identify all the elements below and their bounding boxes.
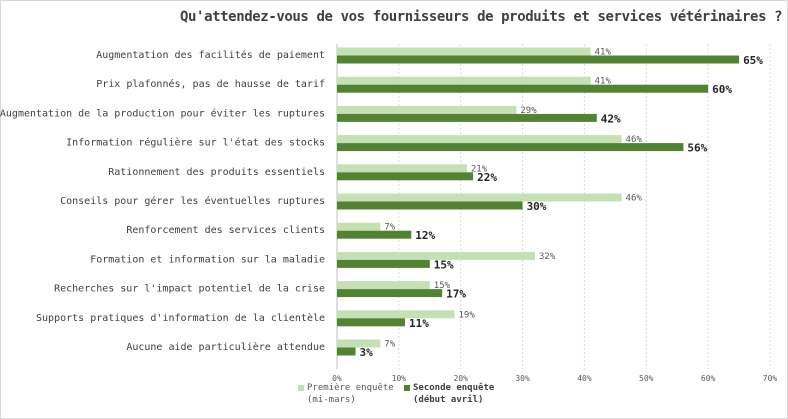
bar-second-survey (337, 113, 597, 122)
category-label: Renforcement des services clients (126, 225, 325, 236)
legend: Première enquête (mi-mars) Seconde enquê… (298, 382, 598, 412)
data-label-first-survey: 21% (471, 164, 488, 174)
category-label: Information régulière sur l'état des sto… (66, 137, 325, 149)
data-label-second-survey: 30% (527, 200, 547, 213)
x-tick-label: 10% (392, 374, 407, 383)
x-tick-label: 20% (453, 374, 468, 383)
bar-second-survey (337, 318, 406, 327)
bar-first-survey (337, 310, 455, 319)
bar-first-survey (337, 105, 517, 114)
bar-second-survey (337, 259, 430, 268)
data-label-first-survey: 41% (595, 77, 612, 87)
bar-first-survey (337, 135, 622, 144)
x-tick-label: 60% (701, 374, 716, 383)
bar-second-survey (337, 55, 740, 64)
category-label: Aucune aide particulière attendue (126, 341, 325, 353)
chart-title: Qu'attendez-vous de vos fournisseurs de … (180, 9, 783, 25)
data-label-second-survey: 56% (687, 142, 707, 155)
x-tick-label: 50% (639, 374, 654, 383)
bar-first-survey (337, 222, 381, 231)
x-tick-label: 70% (763, 374, 778, 383)
bar-first-survey (337, 339, 381, 348)
bar-first-survey (337, 164, 467, 173)
legend-label-first-line2: (mi-mars) (307, 395, 356, 405)
category-label: Conseils pour gérer les éventuelles rupt… (60, 195, 325, 207)
data-labels: 41% 65% 41% 60% 29% 42% 46% 56% 21%22% 46% 30% 7% 12… (360, 48, 764, 360)
bar-first-survey (337, 47, 591, 56)
legend-label-second-line1: Seconde enquête (413, 383, 495, 393)
category-label: Formation et information sur la maladie (90, 254, 325, 265)
data-label-first-survey: 46% (626, 194, 643, 204)
bar-second-survey (337, 84, 709, 93)
data-label-first-survey: 41% (595, 48, 612, 58)
category-label: Prix plafonnés, pas de hausse de tarif (96, 78, 325, 90)
data-label-first-survey: 46% (626, 135, 643, 145)
category-label: Rationnement des produits essentiels (108, 167, 325, 178)
category-label: Recherches sur l'impact potentiel de la … (54, 284, 325, 295)
bars (337, 47, 740, 356)
data-label-second-survey: 17% (446, 288, 466, 301)
x-tick-label: 30% (515, 374, 530, 383)
data-label-second-survey: 11% (409, 317, 429, 330)
category-label: Augmentation de la production pour évite… (0, 107, 325, 119)
bar-second-survey (337, 289, 443, 298)
bar-second-survey (337, 143, 684, 152)
data-label-second-survey: 22% (477, 171, 497, 184)
x-tick-label: 0% (332, 374, 342, 383)
legend-swatch-first (298, 385, 304, 391)
bar-second-survey (337, 172, 474, 181)
data-label-second-survey: 42% (601, 112, 621, 125)
category-labels: Augmentation des facilités de paiement Pr… (0, 49, 325, 353)
bar-first-survey (337, 193, 622, 202)
bar-first-survey (337, 281, 430, 290)
data-label-second-survey: 60% (712, 83, 732, 96)
data-label-second-survey: 65% (743, 54, 763, 67)
bar-first-survey (337, 251, 535, 260)
data-label-second-survey: 15% (434, 258, 454, 271)
bar-first-survey (337, 76, 591, 85)
data-label-first-survey: 7% (384, 340, 395, 350)
legend-swatch-second (404, 385, 410, 391)
data-label-first-survey: 7% (384, 223, 395, 233)
category-label: Supports pratiques d'information de la c… (36, 312, 325, 324)
x-tick-label: 40% (577, 374, 592, 383)
bar-second-survey (337, 201, 523, 210)
bar-second-survey (337, 347, 356, 356)
bar-second-survey (337, 230, 412, 239)
x-axis-ticks: 0% 10% 20% 30% 40% 50% 60% 70% (332, 374, 777, 383)
legend-label-first-line1: Première enquête (307, 383, 394, 393)
data-label-first-survey: 32% (539, 252, 556, 262)
data-label-first-survey: 29% (520, 106, 537, 116)
data-label-second-survey: 3% (360, 346, 374, 359)
data-label-first-survey: 15% (434, 281, 451, 291)
category-label: Augmentation des facilités de paiement (96, 49, 325, 61)
legend-label-second-line2: (début avril) (413, 395, 484, 405)
data-label-second-survey: 12% (415, 229, 435, 242)
data-label-first-survey: 19% (459, 310, 476, 320)
